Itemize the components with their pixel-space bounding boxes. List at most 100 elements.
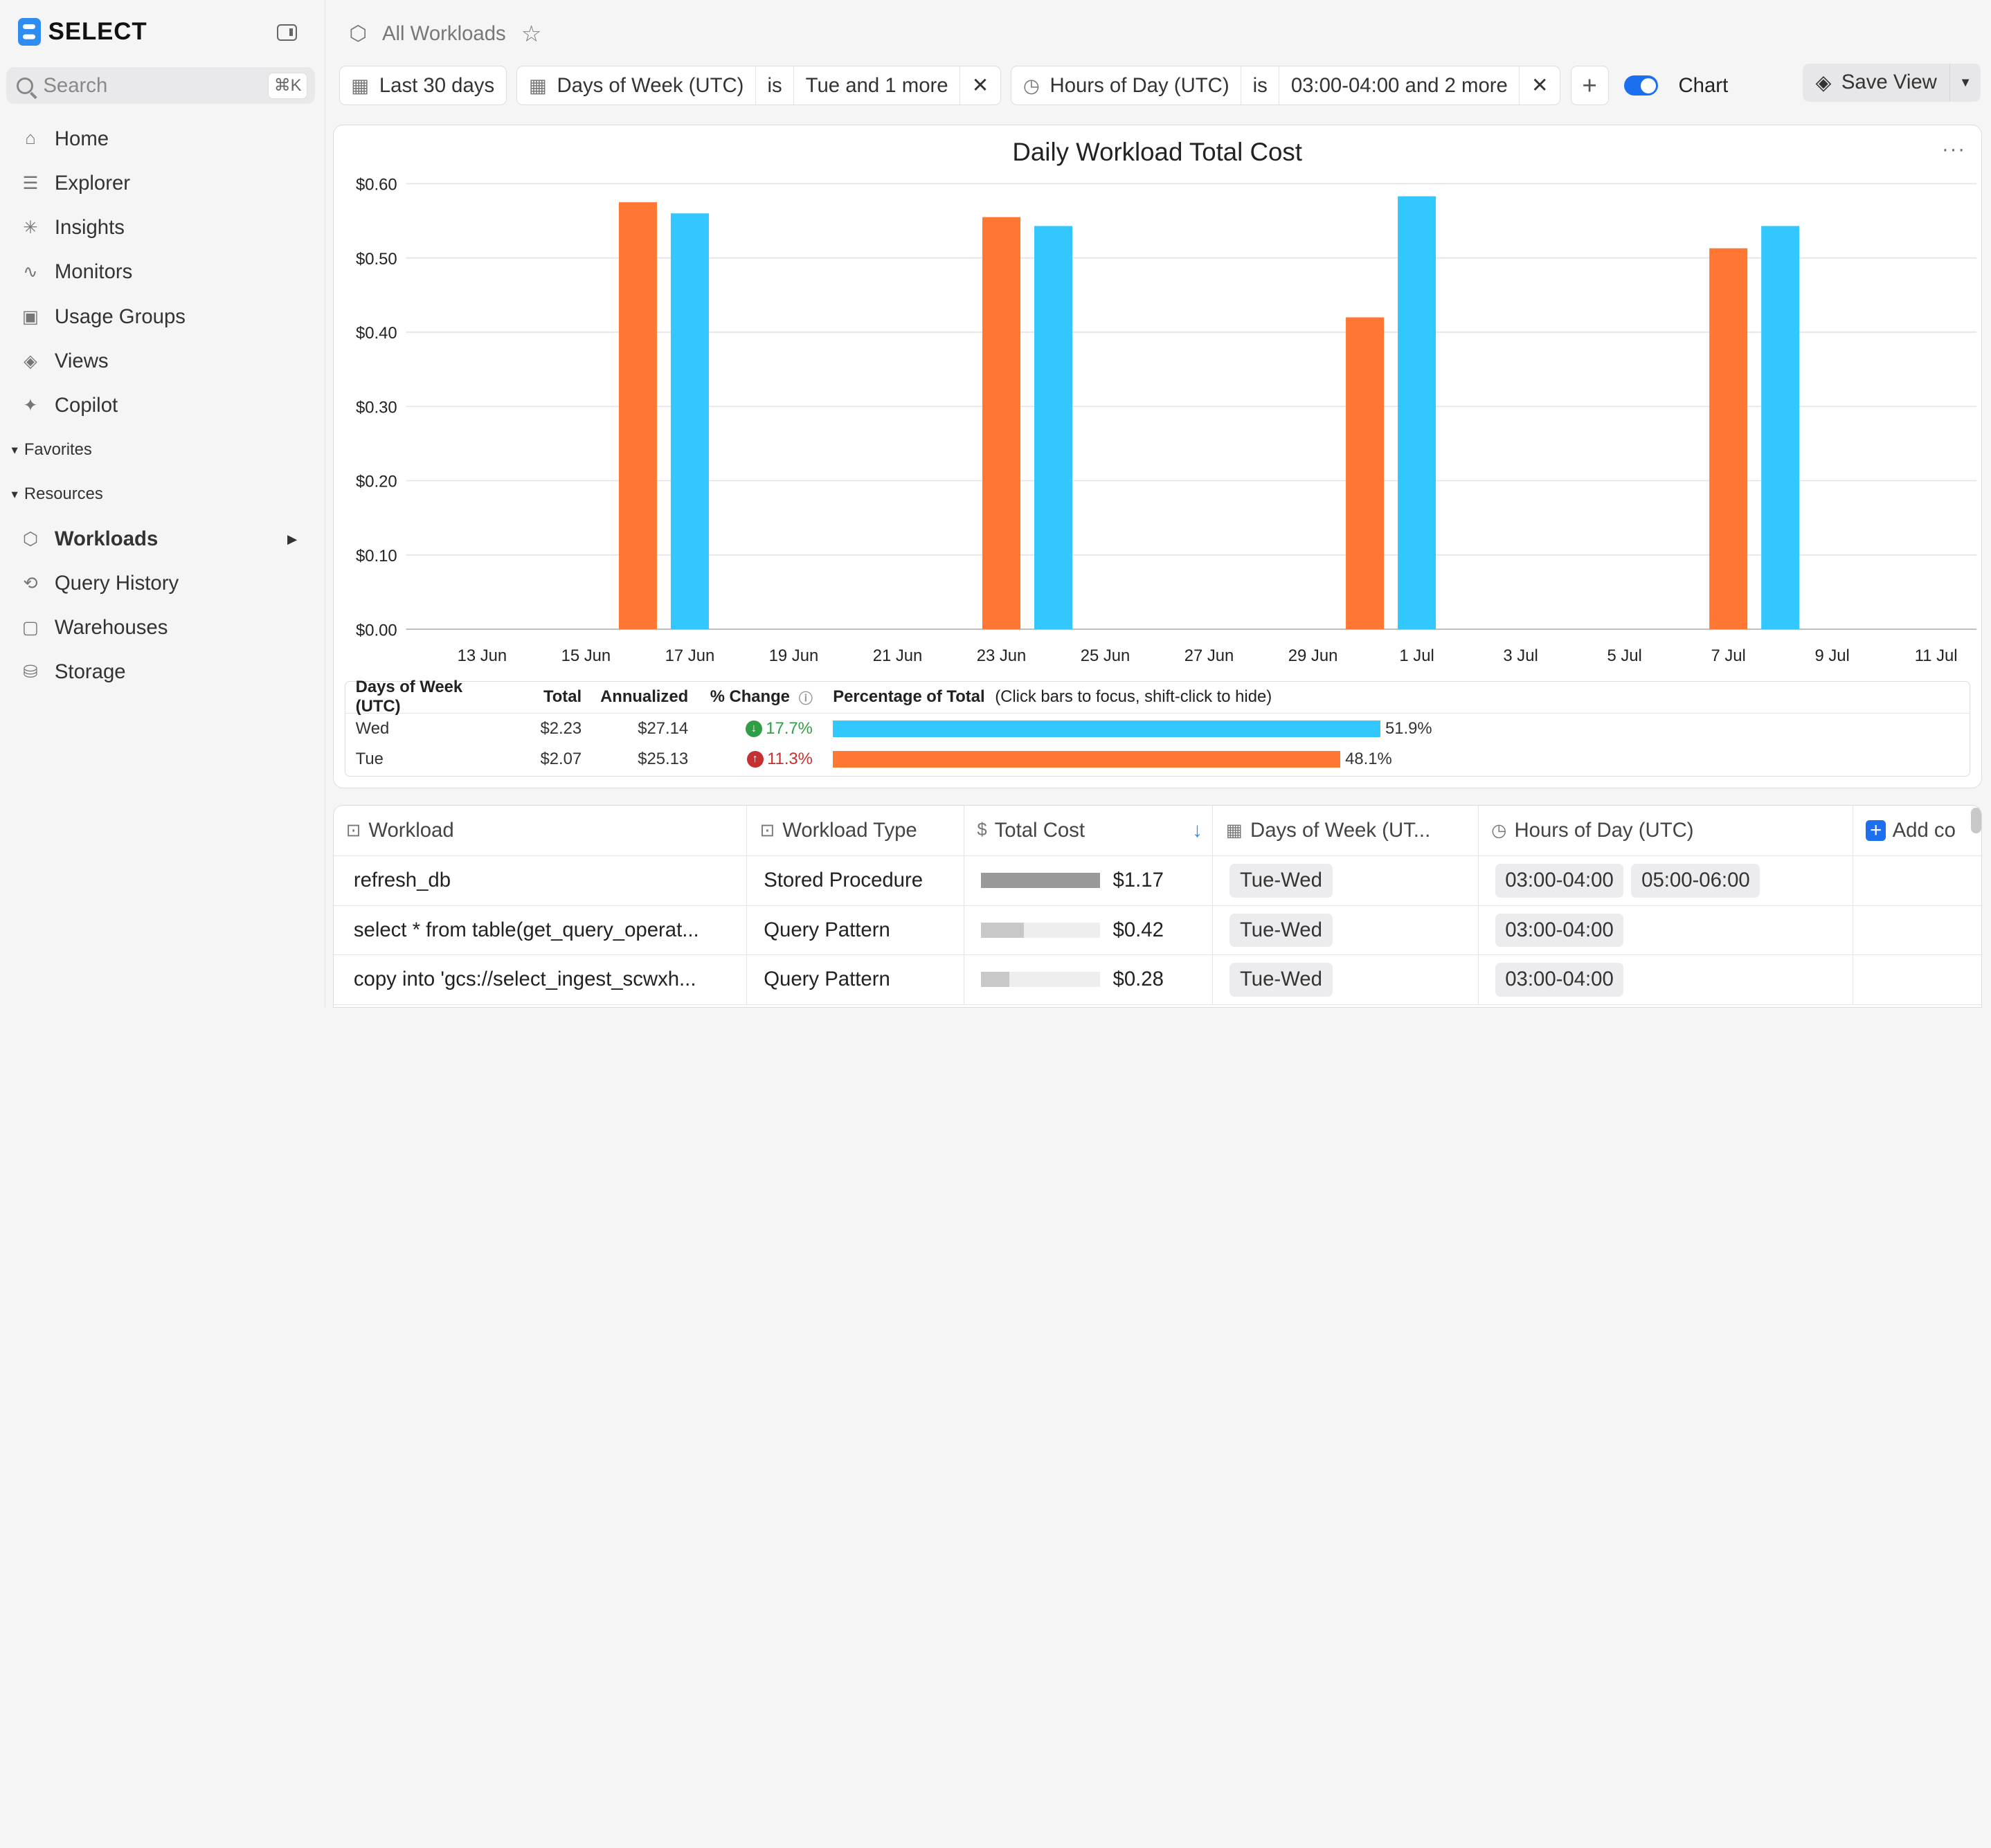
filter-value[interactable]: Tue and 1 more xyxy=(794,66,961,105)
legend-row[interactable]: Wed $2.23 $27.14 ↓ 17.7% 51.9% xyxy=(345,714,1970,744)
filter-operator[interactable]: is xyxy=(756,66,795,105)
scrollbar[interactable] xyxy=(1971,808,1981,834)
column-header[interactable]: Days of Week (UT... xyxy=(1250,818,1431,842)
bar-wed[interactable] xyxy=(1760,226,1799,629)
legend-header: Days of Week (UTC) xyxy=(355,678,463,716)
nav-warehouses[interactable]: ▢ Warehouses xyxy=(0,606,325,650)
nav-views[interactable]: ◈ Views xyxy=(0,339,325,383)
cost-cell: $1.17 xyxy=(1112,869,1164,892)
legend-hint: (Click bars to focus, shift-click to hid… xyxy=(995,687,1272,707)
chevron-down-icon[interactable]: ▼ xyxy=(1958,75,1972,90)
table-row[interactable]: select * from table(get_query_operat... … xyxy=(333,905,1981,956)
x-tick-label: 3 Jul xyxy=(1503,646,1538,665)
nav-usage-groups[interactable]: ▣ Usage Groups xyxy=(0,294,325,338)
bar-wed[interactable] xyxy=(670,212,709,629)
legend-pct-bar[interactable] xyxy=(833,720,1380,737)
brand[interactable]: SELECT xyxy=(17,17,147,46)
legend-change: 17.7% xyxy=(766,718,813,738)
nav-copilot[interactable]: ✦ Copilot xyxy=(0,383,325,428)
bar-tue[interactable] xyxy=(618,201,657,629)
favorites-section[interactable]: Favorites xyxy=(0,428,325,472)
chart-legend-table: Days of Week (UTC) Total Annualized % Ch… xyxy=(345,678,1970,777)
page-title: All Workloads xyxy=(381,21,506,45)
y-tick-label: $0.00 xyxy=(356,621,397,640)
nav-explorer[interactable]: ☰ Explorer xyxy=(0,161,325,206)
usage-groups-icon: ▣ xyxy=(21,307,39,327)
cost-bar xyxy=(980,972,1101,988)
add-filter-button[interactable]: + xyxy=(1570,66,1609,106)
save-view-label: Save View xyxy=(1841,71,1937,94)
bar-chart[interactable]: $0.00 $0.10 $0.20 $0.30 $0.40 $0.50 $0.60 13 Ju… xyxy=(334,125,1981,671)
y-tick-label: $0.20 xyxy=(356,472,397,491)
sidebar-toggle-icon[interactable] xyxy=(276,24,298,41)
legend-name: Wed xyxy=(355,718,390,738)
legend-pct-bar[interactable] xyxy=(833,750,1340,768)
column-header[interactable]: Total Cost xyxy=(994,818,1085,842)
nav-query-history[interactable]: ⟲ Query History xyxy=(0,561,325,606)
bar-tue[interactable] xyxy=(1345,317,1384,629)
star-icon[interactable]: ☆ xyxy=(521,21,542,47)
nav-label: Explorer xyxy=(54,172,131,194)
date-range-filter[interactable]: ▦ Last 30 days xyxy=(339,66,507,106)
info-icon[interactable]: ⓘ xyxy=(798,691,813,707)
topbar: ⬡ All Workloads ☆ xyxy=(326,0,1990,64)
chart-title: Daily Workload Total Cost xyxy=(1012,138,1302,167)
x-tick-label: 25 Jun xyxy=(1080,646,1130,665)
nav-workloads[interactable]: ⬡ Workloads ▶ xyxy=(0,516,325,561)
x-tick-label: 11 Jul xyxy=(1914,646,1957,665)
nav-monitors[interactable]: ∿ Monitors xyxy=(0,250,325,294)
x-tick-label: 29 Jun xyxy=(1288,646,1337,665)
sort-desc-icon[interactable]: ↓ xyxy=(1192,818,1202,842)
workload-cell[interactable]: copy into 'gcs://select_ingest_scwxh... xyxy=(334,955,748,1004)
views-icon: ◈ xyxy=(24,351,37,371)
filter-operator[interactable]: is xyxy=(1241,66,1280,105)
nav-label: Storage xyxy=(54,660,126,684)
nav-label: Home xyxy=(54,127,109,150)
breadcrumb: ⬡ All Workloads ☆ xyxy=(349,20,541,47)
column-header[interactable]: Hours of Day (UTC) xyxy=(1514,818,1694,842)
arrow-down-icon: ↓ xyxy=(745,720,762,737)
y-tick-label: $0.30 xyxy=(356,398,397,417)
table-row[interactable]: copy into 'gcs://select_ingest_scwxh... … xyxy=(333,955,1981,1005)
add-column-button[interactable]: Add co xyxy=(1892,818,1956,842)
legend-row[interactable]: Tue $2.07 $25.13 ↑ 11.3% 48.1% xyxy=(345,744,1970,774)
bar-wed[interactable] xyxy=(1034,226,1072,629)
close-icon[interactable]: ✕ xyxy=(971,74,989,98)
x-tick-label: 5 Jul xyxy=(1607,646,1641,665)
search-input[interactable]: Search ⌘K xyxy=(6,67,315,105)
bar-tue[interactable] xyxy=(1709,248,1747,629)
caret-right-icon[interactable]: ▶ xyxy=(287,531,298,546)
table-row[interactable]: refresh_db Stored Procedure $1.17 Tue-We… xyxy=(333,856,1981,906)
chart-toggle-label: Chart xyxy=(1678,73,1729,97)
resources-section[interactable]: Resources xyxy=(0,472,325,516)
explorer-icon: ☰ xyxy=(22,174,39,193)
workload-cell[interactable]: select * from table(get_query_operat... xyxy=(334,905,748,955)
y-tick-label: $0.50 xyxy=(356,250,397,269)
days-of-week-filter[interactable]: ▦ Days of Week (UTC) is Tue and 1 more ✕ xyxy=(516,66,1001,106)
nav-insights[interactable]: ✳ Insights xyxy=(0,206,325,250)
sidebar: SELECT Search ⌘K ⌂ Home ☰ Explorer ✳ Insigh… xyxy=(0,0,325,1008)
chart-toggle[interactable] xyxy=(1623,75,1659,96)
nav-home[interactable]: ⌂ Home xyxy=(0,117,325,161)
column-header[interactable]: Workload xyxy=(368,818,454,842)
hours-of-day-filter[interactable]: ◷ Hours of Day (UTC) is 03:00-04:00 and 2… xyxy=(1011,66,1560,106)
save-view-button[interactable]: ◈ Save View ▼ xyxy=(1803,63,1981,102)
type-cell: Query Pattern xyxy=(747,905,964,955)
nav-label: Monitors xyxy=(54,260,133,284)
filter-value[interactable]: 03:00-04:00 and 2 more xyxy=(1279,66,1520,105)
close-icon[interactable]: ✕ xyxy=(1531,74,1549,98)
x-tick-label: 21 Jun xyxy=(872,646,922,665)
search-placeholder: Search xyxy=(43,73,108,97)
x-tick-label: 15 Jun xyxy=(561,646,611,665)
column-header[interactable]: Workload Type xyxy=(782,818,917,842)
monitors-icon: ∿ xyxy=(23,262,38,282)
bar-tue[interactable] xyxy=(982,217,1020,629)
nav-storage[interactable]: ⛁ Storage xyxy=(0,650,325,694)
arrow-up-icon: ↑ xyxy=(746,750,764,768)
workload-cell[interactable]: refresh_db xyxy=(334,856,748,905)
hour-tag: 05:00-06:00 xyxy=(1631,864,1760,898)
add-column-icon[interactable]: + xyxy=(1866,819,1886,842)
bar-wed[interactable] xyxy=(1397,196,1436,629)
more-options-icon[interactable]: ··· xyxy=(1942,138,1966,161)
dollar-icon: $ xyxy=(977,820,987,840)
